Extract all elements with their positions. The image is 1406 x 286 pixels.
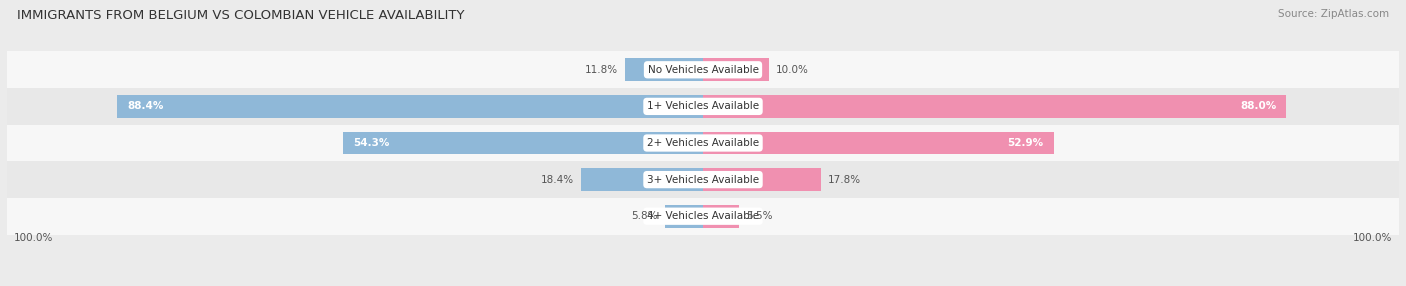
Text: 88.0%: 88.0% [1240, 102, 1277, 111]
Bar [7, 51, 1399, 88]
Text: Source: ZipAtlas.com: Source: ZipAtlas.com [1278, 9, 1389, 19]
Bar [7, 161, 1399, 198]
Bar [343, 132, 703, 154]
Text: 52.9%: 52.9% [1008, 138, 1043, 148]
Bar [624, 58, 703, 81]
Text: IMMIGRANTS FROM BELGIUM VS COLOMBIAN VEHICLE AVAILABILITY: IMMIGRANTS FROM BELGIUM VS COLOMBIAN VEH… [17, 9, 464, 21]
Text: 11.8%: 11.8% [585, 65, 619, 75]
Text: 54.3%: 54.3% [353, 138, 389, 148]
Text: 18.4%: 18.4% [541, 175, 575, 184]
Bar [7, 125, 1399, 161]
Bar [581, 168, 703, 191]
Bar [7, 88, 1399, 125]
Text: 100.0%: 100.0% [1353, 233, 1392, 243]
Text: 5.5%: 5.5% [747, 211, 772, 221]
Text: 1+ Vehicles Available: 1+ Vehicles Available [647, 102, 759, 111]
Text: 2+ Vehicles Available: 2+ Vehicles Available [647, 138, 759, 148]
Text: 10.0%: 10.0% [776, 65, 808, 75]
Bar [703, 168, 821, 191]
Bar [7, 198, 1399, 235]
Bar [703, 132, 1053, 154]
Text: 3+ Vehicles Available: 3+ Vehicles Available [647, 175, 759, 184]
Text: 17.8%: 17.8% [828, 175, 860, 184]
Text: 4+ Vehicles Available: 4+ Vehicles Available [647, 211, 759, 221]
Bar [703, 205, 740, 228]
Bar [703, 95, 1286, 118]
Bar [665, 205, 703, 228]
Bar [117, 95, 703, 118]
Text: 5.8%: 5.8% [631, 211, 658, 221]
Bar [703, 58, 769, 81]
Text: 100.0%: 100.0% [14, 233, 53, 243]
Text: 88.4%: 88.4% [127, 102, 163, 111]
Text: No Vehicles Available: No Vehicles Available [648, 65, 758, 75]
